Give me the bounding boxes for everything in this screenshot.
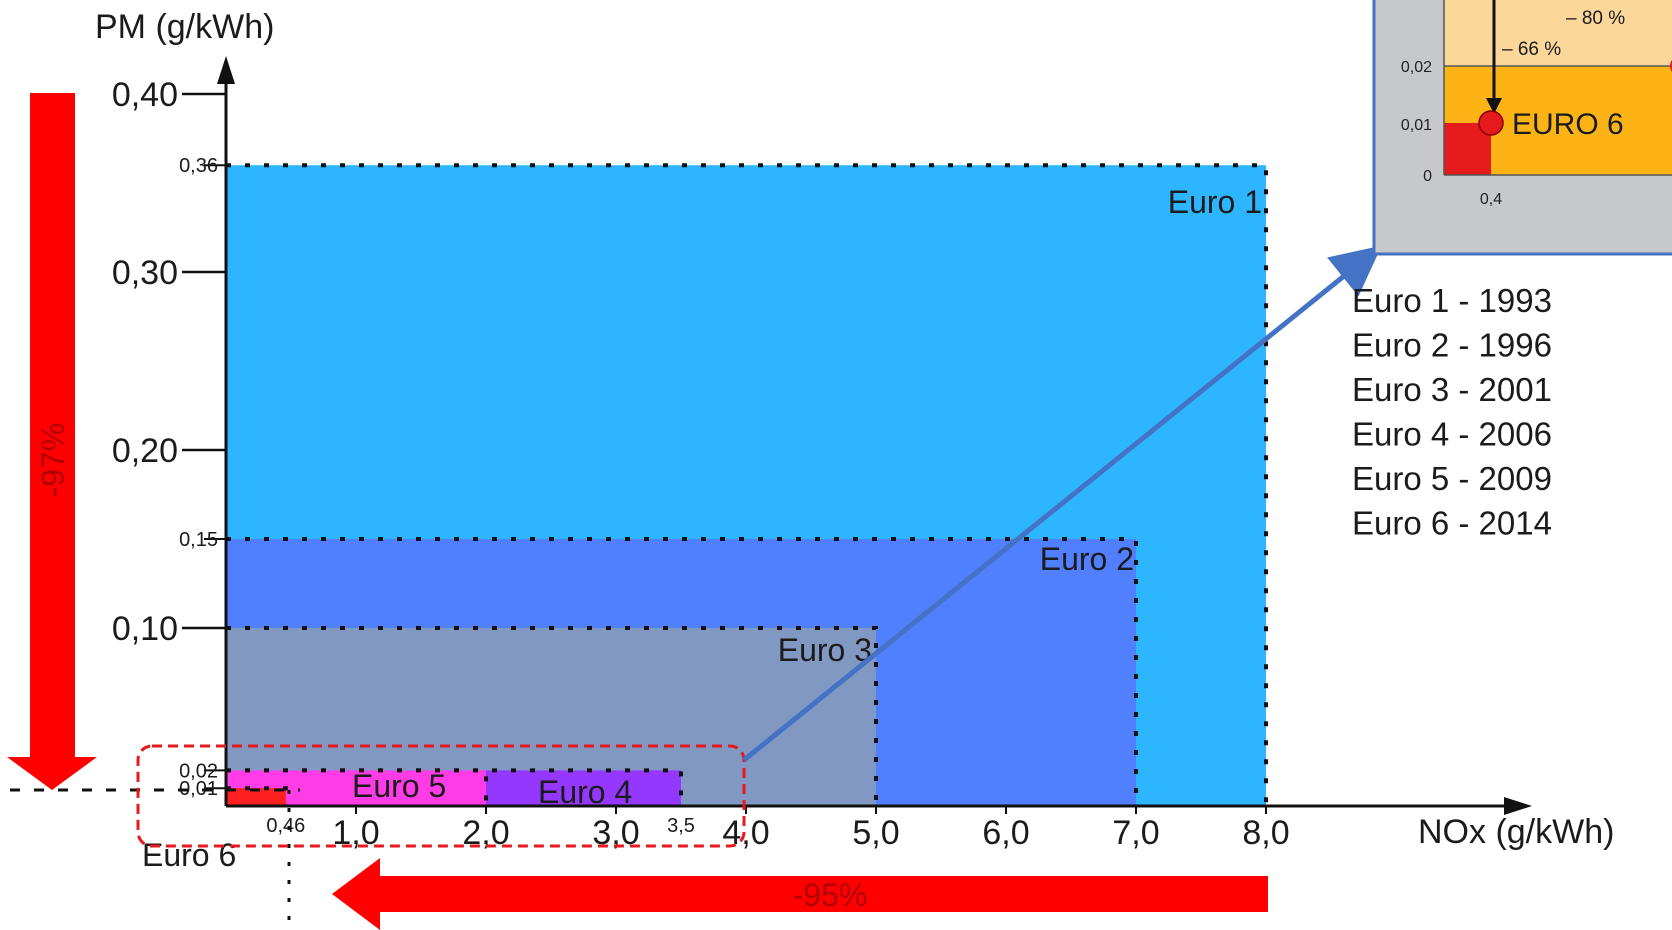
region-label-euro-3: Euro 3 <box>778 632 872 668</box>
legend-entry: Euro 3 - 2001 <box>1352 371 1552 408</box>
x-tick-label-small: 0,46 <box>266 815 305 837</box>
inset-ytick-001: 0,01 <box>1401 117 1432 134</box>
y-tick-label-small: 0,15 <box>179 529 218 551</box>
region-euro-4 <box>486 770 681 806</box>
region-outline-euro-1 <box>226 163 1268 806</box>
region-euro-6 <box>226 788 286 806</box>
nox-reduction-label: -95% <box>793 877 868 913</box>
inset-pct-80: – 80 % <box>1566 8 1625 29</box>
pm-reduction-label: -97% <box>35 423 71 498</box>
y-tick-label-small: 0,01 <box>179 778 218 800</box>
region-label-euro-6: Euro 6 <box>142 837 236 873</box>
y-tick-label-small: 0,36 <box>179 155 218 177</box>
x-tick-label: 6,0 <box>982 814 1029 852</box>
y-tick-label: 0,20 <box>112 432 178 470</box>
tick-labels: 0,400,300,200,100,360,150,020,011,0 2,0 3,… <box>112 76 1290 852</box>
nox-reduction-arrow: -95% <box>332 858 1268 930</box>
pm-reduction-arrow: -97% <box>7 93 97 790</box>
inset-zoom-panel: 0,02 0,01 0 0,4 EURO 6 – 80 % – 66 % <box>1372 0 1672 256</box>
legend-entry: Euro 6 - 2014 <box>1352 505 1552 542</box>
y-tick-label: 0,10 <box>112 610 178 648</box>
region-label-euro-4: Euro 4 <box>538 774 632 810</box>
region-label-euro-5: Euro 5 <box>352 768 446 804</box>
y-tick-label: 0,40 <box>112 76 178 114</box>
x-tick-label: 1,0 <box>332 814 379 852</box>
inset-xtick: 0,4 <box>1480 191 1502 208</box>
region-outline-euro-4 <box>226 768 683 806</box>
inset-pct-66: – 66 % <box>1502 39 1561 60</box>
y-tick-label-small: 0,02 <box>179 760 218 782</box>
x-tick-label: 5,0 <box>852 814 899 852</box>
region-outline-euro-2 <box>226 537 1138 806</box>
x-axis-arrowhead-icon <box>1504 797 1532 815</box>
y-axis-arrowhead-icon <box>217 56 235 84</box>
inset-down-arrow-icon <box>1486 98 1502 114</box>
inset-euro6-label: EURO 6 <box>1512 108 1624 141</box>
axis-ticks <box>182 92 1267 814</box>
x-tick-label: 8,0 <box>1242 814 1289 852</box>
zoom-connector-arrow <box>742 245 1382 762</box>
inset-ytick-002: 0,02 <box>1401 59 1432 76</box>
legend: Euro 1 - 1993 Euro 2 - 1996 Euro 3 - 2001 E… <box>1352 282 1552 542</box>
legend-entry: Euro 1 - 1993 <box>1352 282 1552 319</box>
legend-entry: Euro 4 - 2006 <box>1352 416 1552 453</box>
y-axis-title: PM (g/kWh) <box>95 8 274 46</box>
legend-entry: Euro 2 - 1996 <box>1352 327 1552 364</box>
zoom-highlight-box <box>136 744 746 848</box>
region-outline-euro-3 <box>226 626 878 806</box>
legend-entry: Euro 5 - 2009 <box>1352 460 1552 497</box>
x-tick-label: 7,0 <box>1112 814 1159 852</box>
y-tick-label: 0,30 <box>112 254 178 292</box>
x-axis-title: NOx (g/kWh) <box>1418 813 1614 851</box>
axes <box>217 56 1532 815</box>
euro6-point-marker <box>1478 110 1504 136</box>
region-label-euro-1: Euro 1 <box>1168 184 1262 220</box>
inset-ytick-0: 0 <box>1423 168 1432 185</box>
emission-regions: Euro 1 Euro 2 Euro 3 Euro 4 Euro 5 Euro 6 <box>142 163 1268 873</box>
region-outline-euro-6 <box>226 786 288 806</box>
x-tick-label-small: 3,5 <box>667 815 695 837</box>
region-label-euro-2: Euro 2 <box>1040 541 1134 577</box>
